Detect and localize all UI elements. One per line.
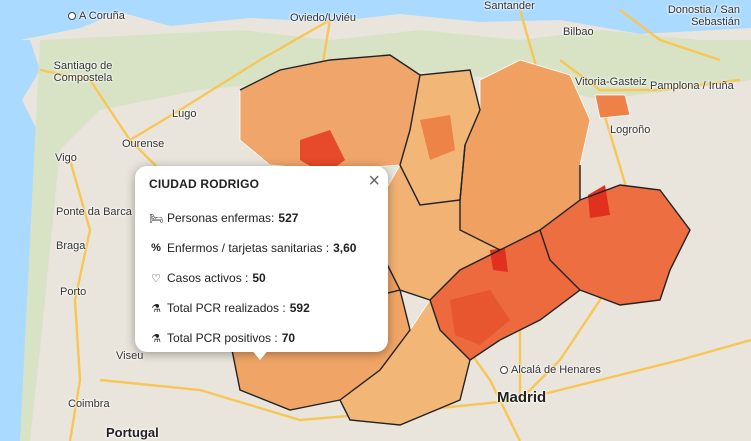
city-label-bilbao: Bilbao: [563, 26, 594, 38]
city-label-vigo: Vigo: [55, 152, 77, 164]
row-value: 70: [281, 331, 296, 345]
flask-icon: ⚗: [151, 332, 161, 345]
row-label: Enfermos / tarjetas sanitarias :: [167, 241, 330, 255]
city-label-santander: Santander: [484, 0, 535, 12]
hotspots: [300, 115, 610, 345]
popup-row-personas-enfermas: 🛏 Personas enfermas: 527: [149, 203, 374, 233]
city-label-donostia: Donostia / San Sebastián: [667, 4, 740, 28]
popup-title: CIUDAD RODRIGO: [149, 177, 260, 191]
close-icon[interactable]: ×: [368, 170, 380, 192]
row-value: 527: [278, 211, 299, 225]
city-label-logrono: Logroño: [610, 124, 651, 136]
city-label-madrid: Madrid: [497, 389, 547, 406]
city-label-a-coruna: A Coruña: [68, 10, 125, 22]
popup-row-casos-activos: ♡ Casos activos : 50: [149, 263, 374, 293]
city-label-santiago: Santiago de Compostela: [53, 60, 113, 84]
city-label-ponte-da-barca: Ponte da Barca: [56, 206, 132, 218]
city-label-alcala: Alcalá de Henares: [500, 364, 601, 376]
bed-icon: 🛏: [149, 212, 163, 225]
popup-row-enfermos-tarjetas: % Enfermos / tarjetas sanitarias : 3,60: [149, 233, 374, 263]
heart-pulse-icon: ♡: [151, 272, 161, 285]
city-label-viseu: Viseu: [116, 350, 144, 362]
green-terrain: [20, 30, 751, 441]
enclave-trevino[interactable]: [594, 94, 631, 119]
row-label: Casos activos :: [167, 271, 249, 285]
city-label-vitoria: Vitoria-Gasteiz: [575, 76, 647, 88]
row-value: 592: [289, 301, 310, 315]
city-label-lugo: Lugo: [172, 108, 197, 120]
popup-row-pcr-positivos: ⚗ Total PCR positivos : 70: [149, 323, 374, 353]
city-label-coimbra: Coimbra: [68, 398, 110, 410]
city-label-braga: Braga: [56, 240, 86, 252]
country-label-portugal: Portugal: [106, 425, 159, 440]
popup-row-pcr-realizados: ⚗ Total PCR realizados : 592: [149, 293, 374, 323]
row-label: Total PCR positivos :: [167, 331, 278, 345]
row-value: 3,60: [333, 241, 357, 255]
city-label-oviedo: Oviedo/Uviéu: [290, 12, 357, 24]
flask-icon: ⚗: [151, 302, 161, 315]
sea-north: [0, 0, 751, 44]
row-label: Total PCR realizados :: [167, 301, 286, 315]
city-label-ourense: Ourense: [122, 138, 165, 150]
info-popup: × CIUDAD RODRIGO 🛏 Personas enfermas: 52…: [135, 166, 388, 352]
percent-icon: %: [151, 242, 161, 254]
popup-pointer: [250, 348, 270, 360]
city-label-porto: Porto: [60, 286, 87, 298]
row-label: Personas enfermas:: [167, 211, 275, 225]
row-value: 50: [252, 271, 266, 285]
city-label-pamplona: Pamplona / Iruña: [650, 80, 734, 92]
